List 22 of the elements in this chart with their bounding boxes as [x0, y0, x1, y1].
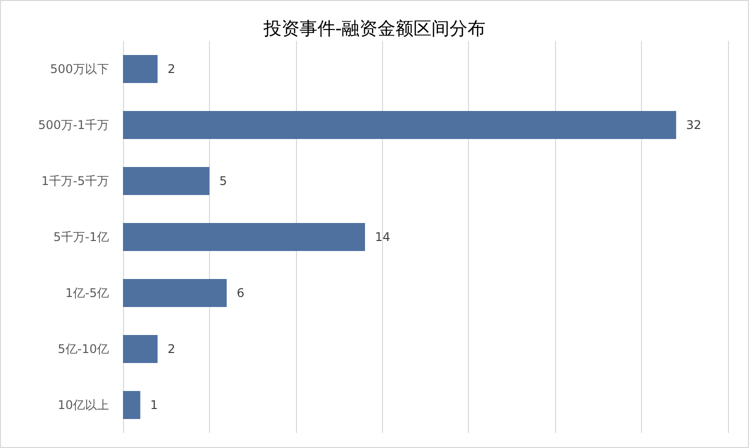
bar: [123, 55, 158, 83]
y-tick-label: 1千万-5千万: [41, 174, 109, 188]
data-label: 32: [686, 118, 702, 132]
bar: [123, 279, 227, 307]
y-tick-label: 5千万-1亿: [53, 230, 109, 244]
bar: [123, 335, 158, 363]
data-label: 14: [375, 230, 390, 244]
data-label: 2: [168, 62, 176, 76]
data-label: 6: [236, 286, 244, 300]
y-tick-label: 10亿以上: [58, 398, 109, 412]
bar: [123, 223, 365, 251]
y-tick-label: 500万-1千万: [38, 118, 109, 132]
y-tick-label: 5亿-10亿: [58, 342, 109, 356]
bar: [123, 167, 210, 195]
data-label: 1: [150, 398, 158, 412]
y-tick-label: 500万以下: [50, 62, 109, 76]
bar: [123, 391, 140, 419]
bar: [123, 111, 676, 139]
data-label: 5: [219, 174, 228, 188]
chart-title: 投资事件-融资金额区间分布: [262, 18, 486, 40]
y-tick-label: 1亿-5亿: [65, 286, 109, 300]
data-label: 2: [168, 342, 176, 356]
